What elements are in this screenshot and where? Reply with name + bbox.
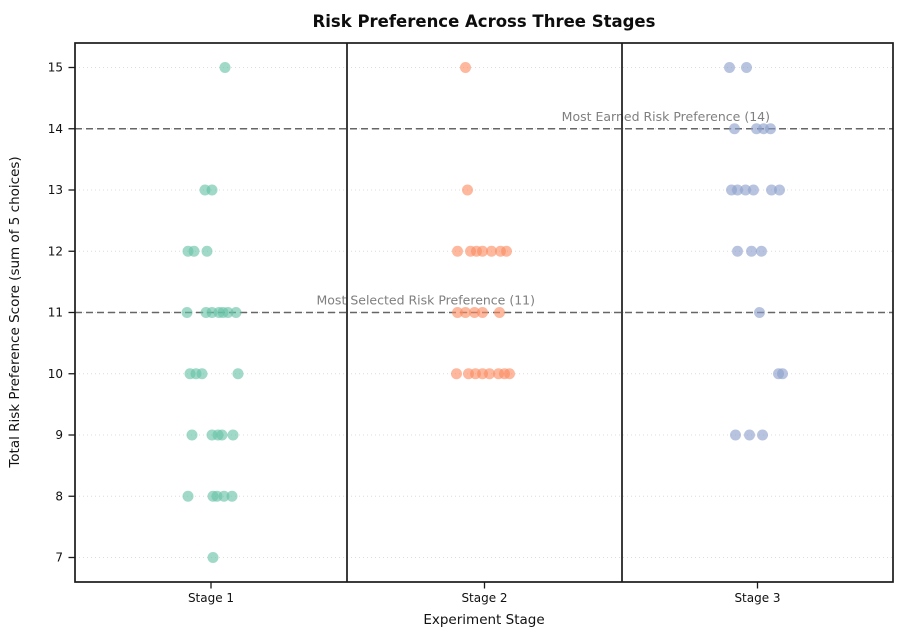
data-point: [765, 123, 776, 135]
reference-lines: [75, 128, 893, 314]
data-point: [216, 429, 228, 441]
data-point: [452, 245, 463, 257]
y-tick-label: 10: [48, 367, 63, 381]
y-tick-label: 7: [55, 551, 63, 565]
chart-title: Risk Preference Across Three Stages: [313, 12, 656, 31]
data-point: [477, 245, 488, 257]
data-point: [484, 368, 495, 380]
data-point: [462, 184, 473, 196]
data-point: [741, 62, 752, 73]
y-tick-label: 15: [48, 61, 63, 75]
data-point: [501, 245, 512, 257]
data-point: [206, 184, 218, 196]
y-tick-label: 8: [55, 489, 63, 503]
x-tick-label-2: Stage 2: [461, 591, 507, 605]
data-point: [460, 307, 471, 318]
data-point: [756, 245, 767, 257]
data-point: [477, 307, 488, 318]
data-point: [730, 429, 741, 441]
data-point: [732, 245, 743, 257]
y-tick-label: 11: [48, 306, 63, 320]
points-stage-1: [181, 62, 244, 563]
y-tick-label: 12: [48, 244, 63, 258]
data-point: [451, 368, 462, 380]
data-point: [182, 490, 194, 502]
data-point: [494, 307, 505, 318]
data-point: [227, 429, 239, 441]
panel-separators: [346, 43, 623, 582]
data-points-layer: [181, 62, 788, 563]
data-point: [207, 552, 219, 563]
data-point: [748, 184, 759, 196]
data-point: [504, 368, 515, 380]
data-point: [452, 307, 463, 318]
data-point: [724, 62, 735, 73]
reference-annotation-14: Most Earned Risk Preference (14): [562, 109, 770, 124]
data-point: [222, 307, 234, 318]
data-point: [754, 307, 765, 318]
data-point: [766, 184, 777, 196]
data-point: [746, 245, 757, 257]
reference-annotation-11: Most Selected Risk Preference (11): [317, 293, 536, 308]
data-point: [729, 123, 740, 135]
x-tick-label-3: Stage 3: [734, 591, 780, 605]
data-point: [777, 368, 788, 380]
data-point: [181, 307, 193, 318]
y-tick-label: 13: [48, 183, 63, 197]
data-point: [469, 307, 480, 318]
x-tick-label-1: Stage 1: [188, 591, 234, 605]
y-tick-label: 9: [55, 428, 63, 442]
data-point: [188, 245, 200, 257]
data-point: [757, 429, 768, 441]
data-point: [460, 62, 471, 73]
points-stage-2: [451, 62, 515, 380]
data-point: [732, 184, 743, 196]
axis-ticks: 15 14 13 12 11 10 9 8 7 Stage 1 Stage 2 Stage 3: [48, 61, 781, 605]
data-point: [774, 184, 785, 196]
reference-annotations: Most Earned Risk Preference (14) Most Sel…: [317, 109, 771, 308]
x-axis-label: Experiment Stage: [423, 612, 544, 628]
data-point: [744, 429, 755, 441]
data-point: [218, 490, 230, 502]
data-point: [186, 429, 198, 441]
y-axis-label: Total Risk Preference Score (sum of 5 ch…: [7, 156, 23, 468]
data-point: [486, 245, 497, 257]
data-point: [232, 368, 244, 380]
data-point: [740, 184, 751, 196]
data-point: [219, 62, 231, 73]
data-point: [226, 490, 238, 502]
data-point: [201, 245, 213, 257]
points-stage-3: [724, 62, 788, 441]
data-point: [230, 307, 242, 318]
data-point: [196, 368, 208, 380]
y-tick-label: 14: [48, 122, 63, 136]
